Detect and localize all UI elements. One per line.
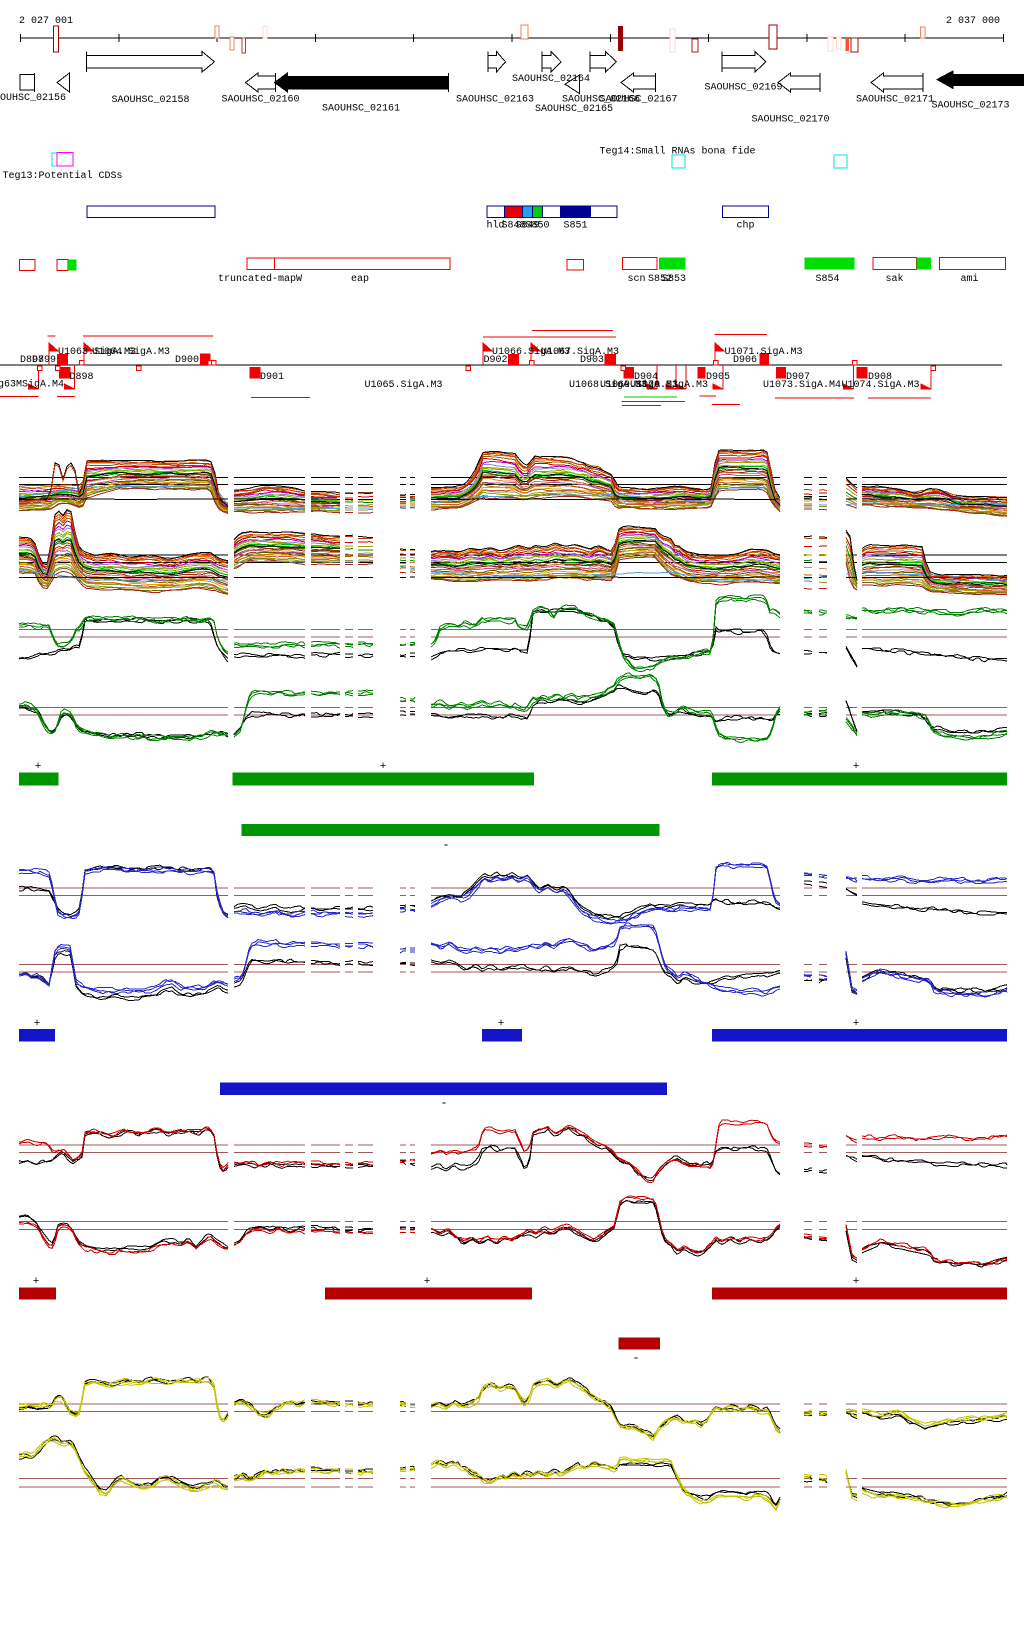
svg-text:SAOUHSC_02163: SAOUHSC_02163 xyxy=(456,95,534,106)
svg-text:D908: D908 xyxy=(868,372,892,383)
svg-text:D902: D902 xyxy=(484,355,508,366)
svg-text:SAOUHSC_02158: SAOUHSC_02158 xyxy=(112,95,190,106)
svg-text:scn: scn xyxy=(628,274,646,285)
svg-text:U1070.SigA.M3: U1070.SigA.M3 xyxy=(630,379,708,391)
svg-text:SAOUHSC_02170: SAOUHSC_02170 xyxy=(752,115,830,126)
svg-text:OUHSC_02156: OUHSC_02156 xyxy=(0,93,66,104)
svg-text:S848: S848 xyxy=(502,221,526,232)
svg-text:-: - xyxy=(442,838,449,852)
svg-text:truncated-mapW: truncated-mapW xyxy=(218,273,302,285)
svg-text:U1064.SigA.M3: U1064.SigA.M3 xyxy=(92,346,170,358)
svg-text:+: + xyxy=(853,761,860,773)
svg-text:D907: D907 xyxy=(786,372,810,383)
svg-text:U1074.SigA.M3: U1074.SigA.M3 xyxy=(842,379,920,391)
svg-text:D906: D906 xyxy=(733,355,757,366)
svg-text:S849: S849 xyxy=(516,221,540,232)
svg-text:-: - xyxy=(632,1351,639,1365)
svg-text:-: - xyxy=(440,1096,447,1110)
svg-text:SAOUHSC_02165: SAOUHSC_02165 xyxy=(535,104,613,115)
svg-text:SAOUHSC_02173: SAOUHSC_02173 xyxy=(932,101,1010,112)
svg-text:+: + xyxy=(853,1276,860,1288)
svg-text:D901: D901 xyxy=(260,372,284,383)
svg-text:D897: D897 xyxy=(20,355,44,366)
svg-text:D903: D903 xyxy=(580,355,604,366)
svg-text:S851: S851 xyxy=(564,221,588,232)
svg-text:S854: S854 xyxy=(816,274,840,285)
svg-text:SAOUHSC_02171: SAOUHSC_02171 xyxy=(856,95,934,106)
svg-text:U1066.SigA.M3: U1066.SigA.M3 xyxy=(492,346,570,358)
svg-text:+: + xyxy=(380,761,387,773)
svg-text:U1068.SigA.M3: U1068.SigA.M3 xyxy=(569,379,647,391)
svg-text:D900: D900 xyxy=(175,355,199,366)
svg-text:hld: hld xyxy=(487,220,505,232)
svg-text:S852: S852 xyxy=(648,274,672,285)
svg-text:Teg14:Small RNAs bona fide: Teg14:Small RNAs bona fide xyxy=(600,146,756,158)
svg-text:+: + xyxy=(35,761,42,773)
svg-text:+: + xyxy=(33,1276,40,1288)
svg-text:S853: S853 xyxy=(662,274,686,285)
svg-text:chp: chp xyxy=(737,220,755,232)
svg-text:+: + xyxy=(853,1018,860,1030)
svg-text:U1067.SigA.M3: U1067.SigA.M3 xyxy=(541,346,619,358)
svg-text:SAOUHSC_02160: SAOUHSC_02160 xyxy=(222,95,300,106)
svg-text:D898: D898 xyxy=(70,372,94,383)
svg-text:SAOUHSC_02164: SAOUHSC_02164 xyxy=(512,74,590,85)
svg-text:U1065.SigA.M3: U1065.SigA.M3 xyxy=(365,379,443,391)
svg-text:U1063.SigA.M3: U1063.SigA.M3 xyxy=(58,346,136,358)
svg-text:SAOUHSC_02161: SAOUHSC_02161 xyxy=(322,104,400,115)
svg-text:2 037 000: 2 037 000 xyxy=(946,16,1000,27)
svg-text:SAOUHSC_02166: SAOUHSC_02166 xyxy=(562,95,640,106)
svg-text:2 027 001: 2 027 001 xyxy=(19,16,73,27)
svg-text:+: + xyxy=(498,1018,505,1030)
svg-text:D905: D905 xyxy=(706,372,730,383)
svg-text:ami: ami xyxy=(961,273,979,285)
svg-text:SAOUHSC_02169: SAOUHSC_02169 xyxy=(705,83,783,94)
svg-text:+: + xyxy=(34,1018,41,1030)
svg-text:D904: D904 xyxy=(634,372,658,383)
svg-text:sak: sak xyxy=(886,273,904,285)
svg-text:+: + xyxy=(424,1276,431,1288)
svg-text:U1071.SigA.M3: U1071.SigA.M3 xyxy=(725,346,803,358)
svg-text:SAOUHSC_02167: SAOUHSC_02167 xyxy=(600,95,678,106)
svg-text:D899: D899 xyxy=(32,355,56,366)
svg-text:S850: S850 xyxy=(526,221,550,232)
svg-text:g63MSigA.M4: g63MSigA.M4 xyxy=(0,379,64,391)
svg-text:Teg13:Potential CDSs: Teg13:Potential CDSs xyxy=(3,170,123,182)
svg-text:eap: eap xyxy=(351,274,369,285)
svg-text:U1073.SigA.M4: U1073.SigA.M4 xyxy=(763,379,841,391)
svg-text:U1069.SigA.M3: U1069.SigA.M3 xyxy=(600,379,678,391)
